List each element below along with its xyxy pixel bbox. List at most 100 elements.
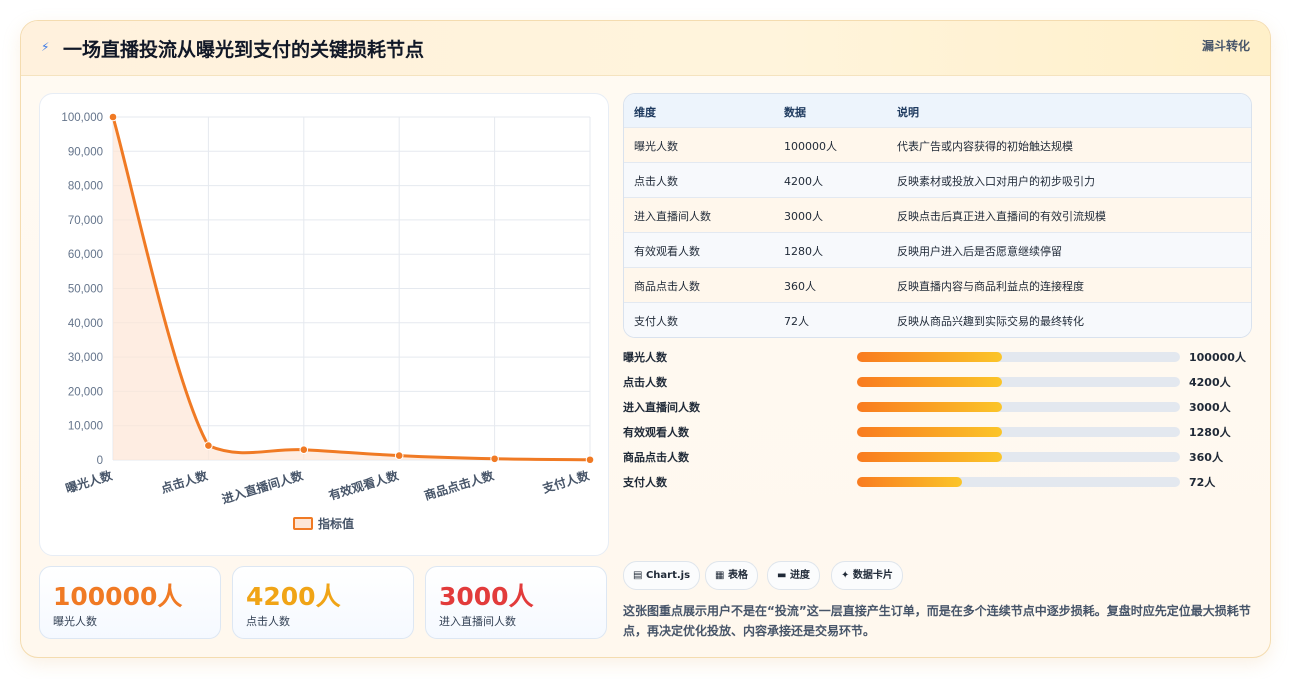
progress-value: 72人 [1189,476,1216,489]
table-header: 维度 数据 说明 [624,94,1251,127]
chip-label: Chart.js [645,570,691,581]
cell-data: 3000人 [784,210,823,223]
progress-row: 有效观看人数 1280人 [623,422,1250,442]
cell-description: 反映从商品兴趣到实际交易的最终转化 [897,315,1084,328]
line-chart-panel: 100,000 90,000 80,000 70,000 60,000 50,000 40,… [39,93,609,556]
cell-description: 反映用户进入后是否愿意继续停留 [897,245,1062,258]
cell-dimension: 曝光人数 [634,140,678,153]
metrics-table: 维度 数据 说明 曝光人数 100000人 代表广告或内容获得的初始触达规模 点… [623,93,1252,338]
stat-value: 3000人 [439,582,534,611]
cell-data: 360人 [784,280,816,293]
data-point [490,454,499,464]
sparkle-icon: ✦ [841,570,850,581]
header-data: 数据 [784,106,806,119]
y-tick-label: 50,000 [68,284,103,296]
cell-description: 反映直播内容与商品利益点的连接程度 [897,280,1084,293]
progress-value: 1280人 [1189,426,1231,439]
cell-dimension: 支付人数 [634,315,678,328]
legend-label: 指标值 [318,516,354,531]
cell-data: 1280人 [784,245,823,258]
y-tick-label: 60,000 [68,249,103,261]
data-point [204,441,213,450]
progress-label: 进入直播间人数 [623,401,700,414]
cell-description: 代表广告或内容获得的初始触达规模 [897,140,1073,153]
header-dimension: 维度 [634,106,656,119]
cell-dimension: 有效观看人数 [634,245,700,258]
progress-bars: 曝光人数 100000人 点击人数 4200人 进入直播间人数 3000人 有效… [623,347,1250,497]
table-row: 点击人数 4200人 反映素材或投放入口对用户的初步吸引力 [624,162,1251,197]
table-icon: ▦ [715,570,725,581]
stat-card-click: 4200人 点击人数 [232,566,414,639]
data-point [108,112,118,122]
y-tick-label: 10,000 [68,421,103,433]
progress-icon: ▬ [777,570,787,581]
chip-label: 表格 [727,570,748,581]
x-tick-label: 商品点击人数 [422,467,496,503]
cell-data: 100000人 [784,140,837,153]
cell-dimension: 商品点击人数 [634,280,700,293]
progress-fill [857,477,962,487]
cell-data: 72人 [784,315,809,328]
stat-card-exposure: 100000人 曝光人数 [39,566,221,639]
cell-data: 4200人 [784,175,823,188]
data-point [299,445,309,455]
chip-data-card[interactable]: ✦ 数据卡片 [831,561,903,590]
header: ⚡ 一场直播投流从曝光到支付的关键损耗节点 漏斗转化 [21,21,1270,76]
progress-label: 支付人数 [623,476,667,489]
progress-row: 点击人数 4200人 [623,372,1250,392]
chip-table[interactable]: ▦ 表格 [705,561,758,590]
progress-value: 3000人 [1189,401,1231,414]
data-point [394,451,404,460]
stat-label: 进入直播间人数 [439,615,516,628]
progress-fill [857,427,1003,437]
stat-value: 100000人 [53,582,183,611]
table-row: 支付人数 72人 反映从商品兴趣到实际交易的最终转化 [624,302,1251,337]
progress-track [857,402,1180,412]
cell-dimension: 进入直播间人数 [634,210,711,223]
progress-label: 有效观看人数 [623,426,689,439]
lightning-icon: ⚡ [41,40,50,54]
header-description: 说明 [897,106,919,119]
table-row: 进入直播间人数 3000人 反映点击后真正进入直播间的有效引流规模 [624,197,1251,232]
x-tick-label: 进入直播间人数 [220,467,306,506]
y-tick-label: 40,000 [68,318,103,330]
funnel-line-chart: 100,000 90,000 80,000 70,000 60,000 50,000 40,… [61,112,595,531]
progress-label: 点击人数 [623,376,667,389]
progress-fill [857,452,1003,462]
x-tick-label: 点击人数 [159,467,210,496]
progress-value: 4200人 [1189,376,1231,389]
y-tick-label: 90,000 [68,146,103,158]
stat-label: 曝光人数 [53,615,97,628]
y-tick-label: 70,000 [68,215,103,227]
x-tick-label: 曝光人数 [64,467,115,496]
progress-fill [857,377,1003,387]
cell-description: 反映素材或投放入口对用户的初步吸引力 [897,175,1095,188]
progress-track [857,452,1180,462]
cell-dimension: 点击人数 [634,175,678,188]
progress-row: 支付人数 72人 [623,472,1250,492]
data-point [585,455,595,465]
y-tick-label: 30,000 [68,352,103,364]
table-row: 有效观看人数 1280人 反映用户进入后是否愿意继续停留 [624,232,1251,267]
y-tick-label: 20,000 [68,386,103,398]
stat-value: 4200人 [246,582,341,611]
progress-track [857,477,1180,487]
progress-row: 进入直播间人数 3000人 [623,397,1250,417]
dashboard-card: ⚡ 一场直播投流从曝光到支付的关键损耗节点 漏斗转化 100,000 90,000… [20,20,1271,658]
progress-row: 商品点击人数 360人 [623,447,1250,467]
summary-note: 这张图重点展示用户不是在“投流”这一层直接产生订单，而是在多个连续节点中逐步损耗… [623,604,1251,638]
chip-chartjs[interactable]: ▤ Chart.js [623,561,701,590]
x-tick-label: 支付人数 [540,467,592,496]
table-row: 商品点击人数 360人 反映直播内容与商品利益点的连接程度 [624,267,1251,302]
chip-label: 数据卡片 [852,570,893,581]
page-title: 一场直播投流从曝光到支付的关键损耗节点 [63,39,425,61]
y-tick-label: 100,000 [61,112,103,124]
progress-label: 曝光人数 [623,351,667,364]
stat-label: 点击人数 [246,615,290,628]
series-area [113,117,590,460]
progress-track [857,352,1180,362]
x-tick-label: 有效观看人数 [327,467,401,503]
table-row: 曝光人数 100000人 代表广告或内容获得的初始触达规模 [624,127,1251,162]
chip-progress[interactable]: ▬ 进度 [767,561,820,590]
progress-value: 100000人 [1189,351,1246,364]
